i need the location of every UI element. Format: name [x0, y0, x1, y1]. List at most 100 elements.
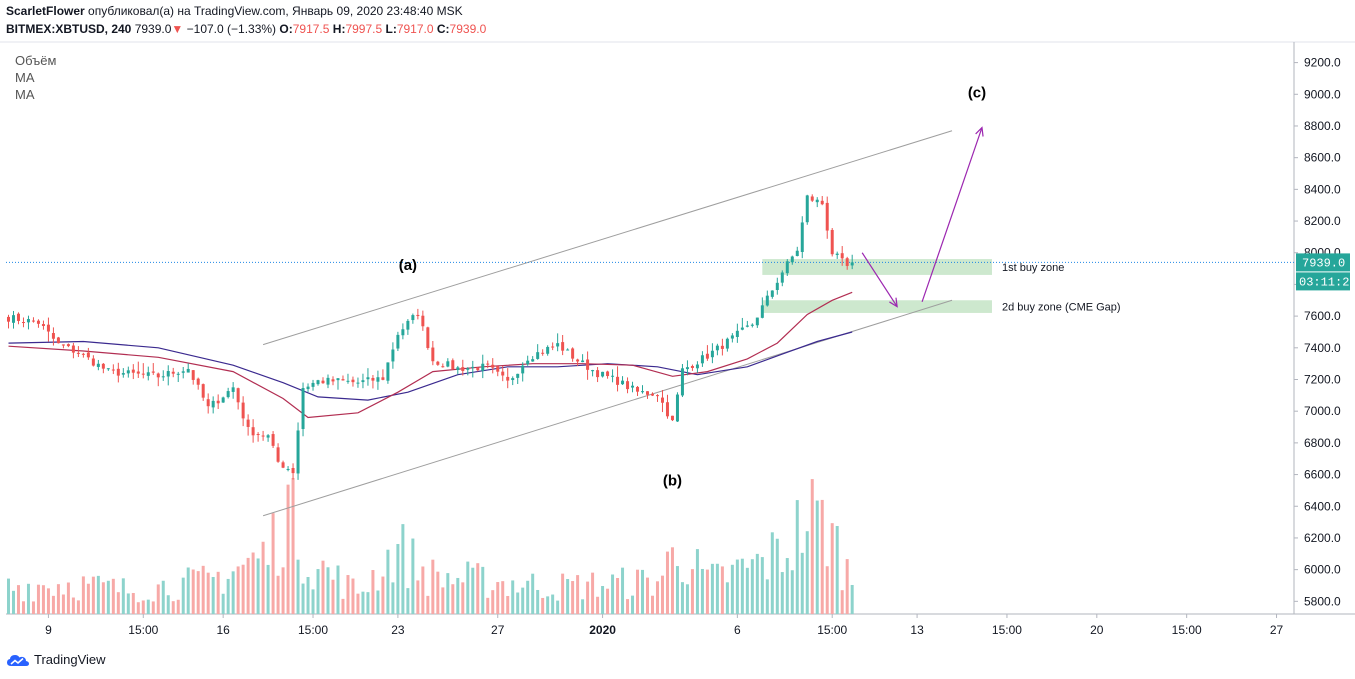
candle [845, 256, 849, 270]
candle-body [321, 380, 325, 384]
candle [795, 246, 799, 257]
candle-body [770, 290, 774, 297]
forecast-arrow-2 [921, 126, 984, 303]
candle-body [641, 391, 645, 393]
candle [296, 422, 300, 480]
candle [241, 396, 245, 427]
volume-bar [21, 601, 25, 614]
candle-body [26, 319, 30, 323]
symbol-label[interactable]: BITMEX:XBTUSD, 240 [6, 22, 132, 36]
candle-body [740, 327, 744, 330]
candle-body [381, 377, 385, 380]
candle-body [171, 371, 175, 374]
price-tick-label: 8200.0 [1304, 214, 1341, 228]
author-name[interactable]: ScarletFlower [6, 4, 85, 18]
candle [246, 414, 250, 436]
candle-body [601, 371, 605, 377]
candle-body [481, 363, 485, 371]
time-tick-label: 2020 [589, 623, 616, 637]
volume-bar [236, 566, 240, 614]
volume-bar [790, 570, 794, 614]
indicator-ma-2[interactable]: MA [15, 87, 35, 102]
volume-bar [66, 582, 70, 614]
price-tick-label: 6400.0 [1304, 499, 1341, 513]
volume-bar [566, 579, 570, 614]
volume-bar [281, 567, 285, 614]
volume-bar [61, 594, 65, 614]
indicator-ma-1[interactable]: MA [15, 70, 35, 85]
volume-bar [591, 572, 595, 614]
candle-body [566, 349, 570, 351]
candle-body [476, 367, 480, 371]
candle-body [191, 370, 195, 380]
candle [331, 376, 335, 386]
volume-bar [531, 573, 535, 614]
candle [641, 385, 645, 394]
candle [760, 297, 764, 319]
candle-body [291, 467, 295, 474]
time-tick-label: 27 [1270, 623, 1284, 637]
candle-body [586, 359, 590, 370]
volume-bar [646, 577, 650, 614]
candle [6, 314, 10, 329]
volume-bar [346, 575, 350, 614]
volume-bar [91, 576, 95, 614]
candle [66, 343, 70, 348]
candle [531, 356, 535, 362]
candle [466, 367, 470, 376]
ma-fast-line [8, 291, 853, 419]
indicator-volume[interactable]: Объём [15, 53, 57, 68]
candle-body [366, 377, 370, 380]
footer-brand-name[interactable]: TradingView [34, 652, 106, 667]
volume-bar [216, 571, 220, 614]
candle-body [356, 382, 360, 384]
candle [790, 255, 794, 265]
volume-bar [835, 526, 839, 614]
candle-body [406, 320, 410, 330]
candle [775, 277, 779, 295]
candle-body [41, 324, 45, 327]
candle [326, 374, 330, 389]
candle-body [690, 366, 694, 368]
candle-body [71, 345, 75, 353]
candle [501, 365, 505, 382]
candle [141, 363, 145, 379]
candle [456, 365, 460, 375]
candle [611, 369, 615, 383]
candle [720, 338, 724, 356]
volume-bar [296, 559, 300, 614]
candle [825, 196, 829, 239]
volume-bar [276, 575, 280, 614]
candle [461, 359, 465, 376]
volume-bar [820, 499, 824, 614]
candle [621, 376, 625, 385]
volume-bar [541, 597, 545, 614]
volume-bar [161, 580, 165, 614]
price-tick-label: 5800.0 [1304, 594, 1341, 608]
volume-bar [695, 549, 699, 614]
volume-bar [41, 585, 45, 614]
volume-bar [710, 563, 714, 614]
volume-bar [611, 574, 615, 614]
volume-bar [536, 589, 540, 614]
candle-body [196, 378, 200, 385]
candle-body [431, 347, 435, 362]
volume-bar [606, 588, 610, 614]
candle [346, 373, 350, 384]
high-value: 7997.5 [345, 22, 383, 36]
volume-bar [156, 584, 160, 614]
candle-body [760, 305, 764, 318]
volume-bar [745, 567, 749, 614]
candle-body [231, 387, 235, 392]
candle-body [331, 379, 335, 382]
candle [511, 376, 515, 386]
candle-body [371, 377, 375, 381]
volume-bar [261, 541, 265, 614]
volume-bar [655, 581, 659, 614]
candle [151, 363, 155, 375]
volume-bar [181, 577, 185, 614]
volume-bar [546, 596, 550, 614]
candle [381, 369, 385, 381]
candle [850, 254, 854, 270]
